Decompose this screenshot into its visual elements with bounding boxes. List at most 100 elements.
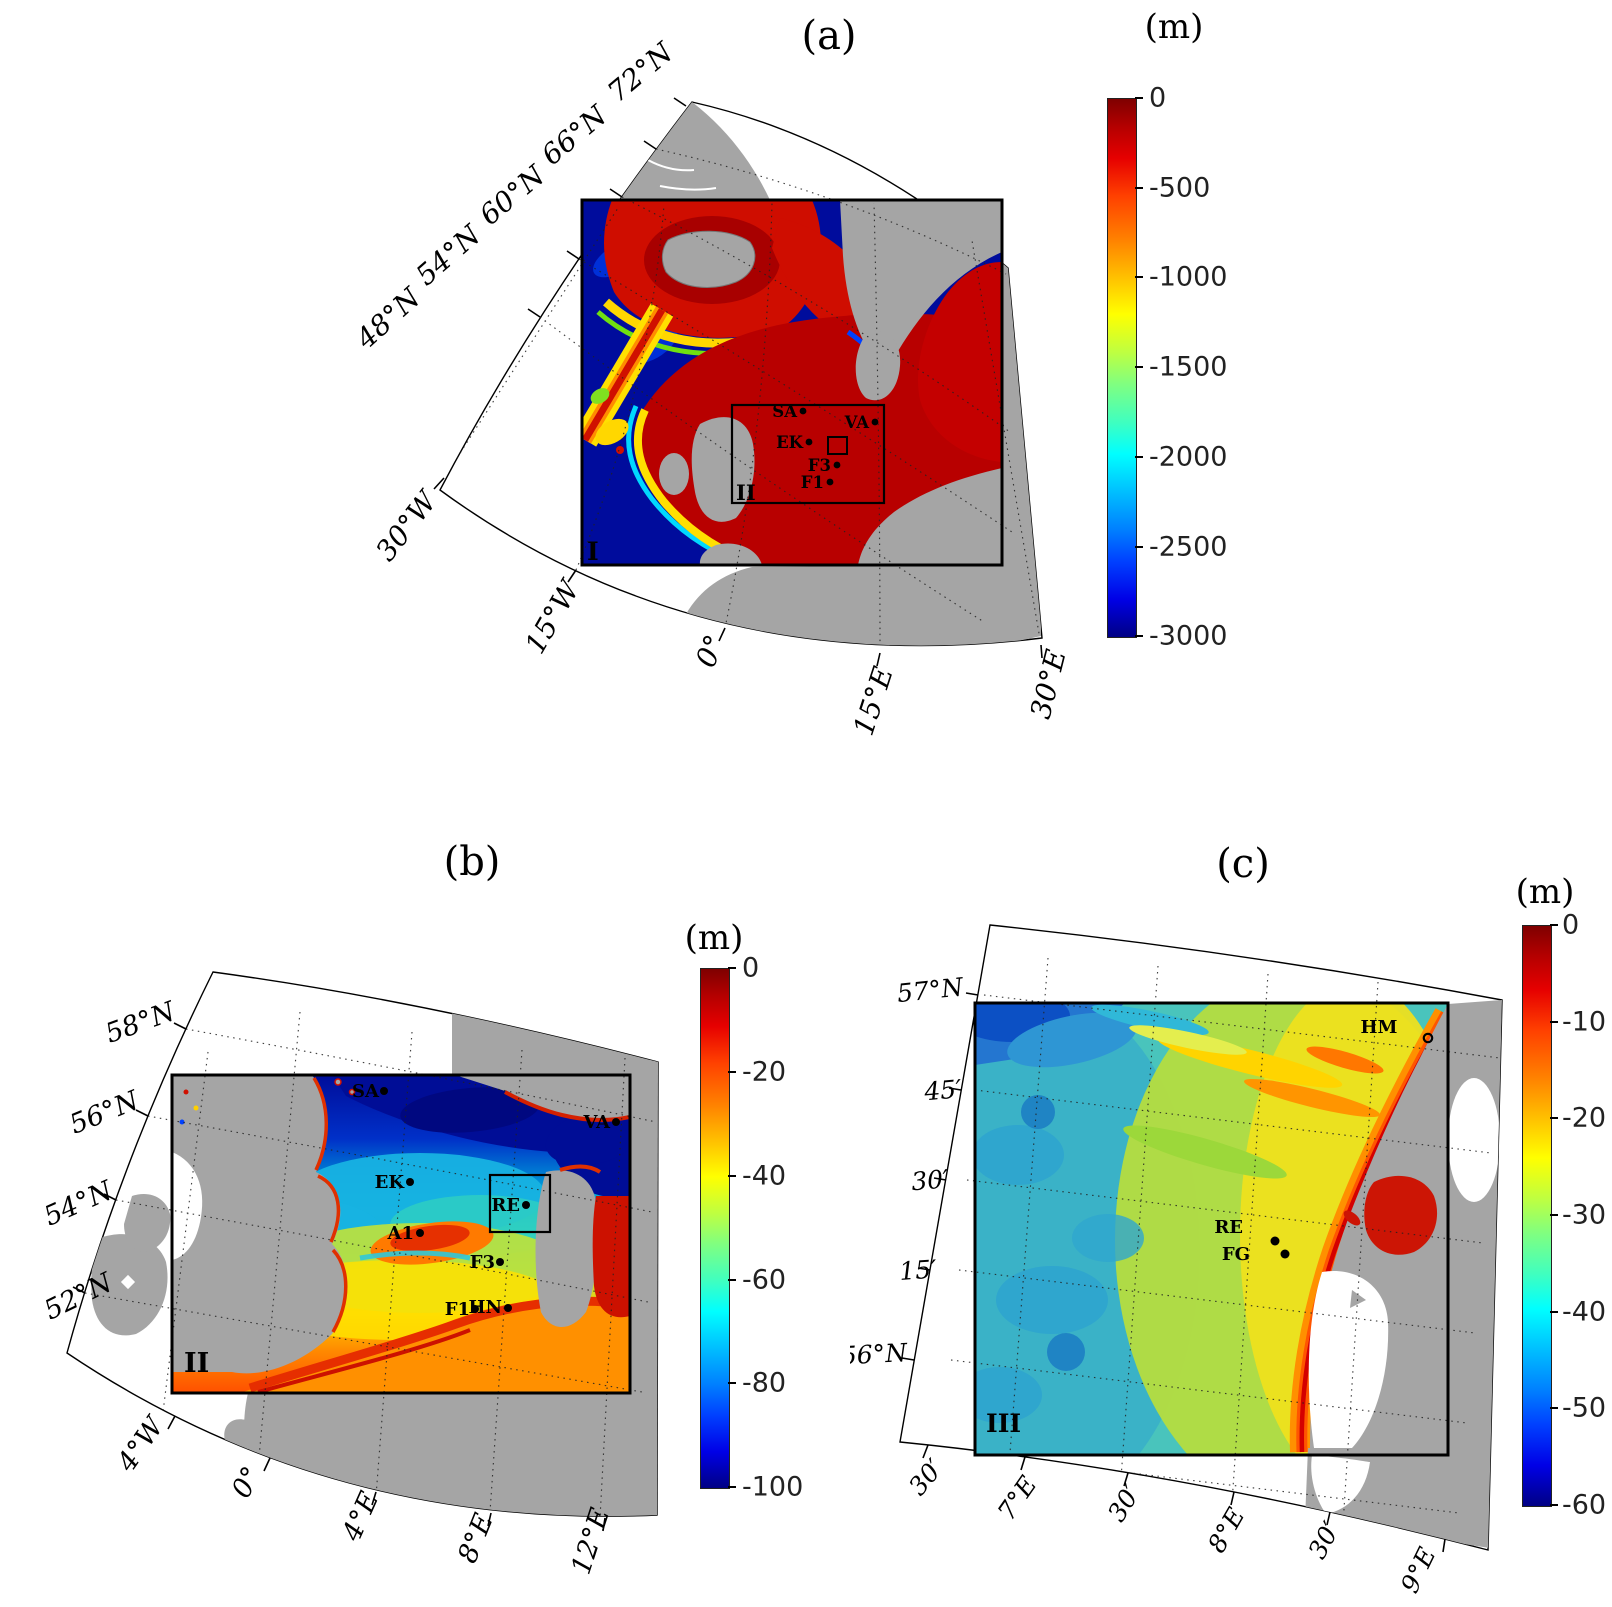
station-f3-label: F3 xyxy=(470,1252,495,1273)
land-france-a xyxy=(699,543,762,565)
graticule-c xyxy=(942,957,1501,1541)
region-box-II-in-a xyxy=(730,403,886,505)
colorbar-b-tick-label: -60 xyxy=(742,1264,787,1296)
kattegat-shallow xyxy=(592,1196,630,1318)
station-hm-marker xyxy=(1422,1032,1434,1044)
colorbar-a-tick-label: -1000 xyxy=(1149,261,1228,293)
colorbar-a-tick-label: -2000 xyxy=(1149,441,1228,473)
colorbar-c-tick-label: -20 xyxy=(1562,1102,1607,1134)
lon-label: 15°W xyxy=(518,573,587,659)
lat-label: 15′ xyxy=(898,1254,938,1286)
colorbar-b-tick-label: -100 xyxy=(742,1471,804,1503)
colorbar-c-tick-label: -50 xyxy=(1562,1392,1607,1424)
land-greenland xyxy=(612,102,770,200)
station-f3-marker xyxy=(833,461,841,469)
colorbar-a-tick-label: -1500 xyxy=(1149,351,1228,383)
land-scandinavia-a xyxy=(840,200,1002,358)
station-hn-marker xyxy=(504,1304,512,1312)
land-iceland xyxy=(661,230,756,288)
colorbar-c-unit: (m) xyxy=(1515,872,1575,912)
region-label-III: III xyxy=(986,1409,1021,1438)
colorbar-c-bar xyxy=(1522,925,1552,1507)
baltic-sea-a xyxy=(918,262,1002,462)
axis-ticks-b xyxy=(72,1022,606,1532)
station-sa-label: SA xyxy=(772,402,797,421)
colorbar-a-unit: (m) xyxy=(1144,7,1204,47)
colorbar-b-tick-label: -40 xyxy=(742,1160,787,1192)
lat-label: 66°N xyxy=(535,98,614,172)
axis-ticks-c xyxy=(901,992,1446,1553)
lon-label: 30°W xyxy=(369,483,445,567)
station-markers-c: HM RE FG xyxy=(1214,1017,1434,1265)
lon-label: 8°E xyxy=(1202,1503,1250,1558)
colorbar-c-tick-label: -40 xyxy=(1562,1296,1607,1328)
land-outside-box-c xyxy=(1305,1000,1502,1548)
lon-label: 8°E xyxy=(452,1509,500,1568)
land-east-europe-a xyxy=(686,256,1041,646)
station-hn-label: HN xyxy=(469,1297,502,1318)
station-sa-label: SA xyxy=(352,1081,380,1102)
lat-label: 56°N xyxy=(850,1338,909,1370)
colorbar-c-tick-label: -30 xyxy=(1562,1199,1607,1231)
colorbar-c: (m) 0 -10 -20 -30 -40 -50 -60 xyxy=(1516,860,1612,1560)
panel-a-title: (a) xyxy=(801,13,857,59)
lat-label: 56°N xyxy=(65,1085,144,1141)
region-box-II xyxy=(170,1073,632,1395)
station-ek-label: EK xyxy=(776,433,804,452)
station-ek-label: EK xyxy=(375,1172,406,1193)
station-a1-marker xyxy=(416,1229,424,1237)
lon-label: 30′ xyxy=(903,1453,950,1501)
lon-label: 9°E xyxy=(1395,1543,1442,1598)
bathymetry-field-b xyxy=(172,1075,630,1393)
irish-sea-gap xyxy=(172,1152,203,1260)
station-sa-marker xyxy=(799,407,807,415)
station-f1-marker xyxy=(471,1305,479,1313)
station-va-marker xyxy=(871,418,879,426)
panel-c-map: HM RE FG III 57°N 45′ 30′ 15′ 56°N 30′ 7… xyxy=(850,924,1503,1598)
station-a1-label: A1 xyxy=(387,1223,415,1244)
panel-b-title: (b) xyxy=(443,839,501,885)
land-sweden-south xyxy=(855,330,901,401)
colorbar-b-tick-label: 0 xyxy=(742,952,760,984)
colorbar-a-tick-label: -500 xyxy=(1149,172,1211,204)
colorbar-a-tick-label: -3000 xyxy=(1149,620,1228,652)
lat-label: 72°N xyxy=(601,35,680,109)
land-ireland-a xyxy=(659,453,689,495)
panel-b-map: SA VA EK RE A1 F3 F1 HN II 58°N 56°N 54°… xyxy=(39,971,659,1575)
colorbar-b-unit: (m) xyxy=(684,918,744,958)
lon-label: 0° xyxy=(226,1462,268,1504)
limfjord-red-patch xyxy=(1364,1175,1438,1255)
land-europe-a xyxy=(858,468,1002,565)
station-re-marker xyxy=(522,1201,530,1209)
bathymetry-field-c xyxy=(975,1003,1448,1455)
station-f1-label: F1 xyxy=(445,1299,470,1320)
station-f3-marker xyxy=(496,1258,504,1266)
station-sa-marker xyxy=(380,1087,388,1095)
colorbar-b-tick-label: -80 xyxy=(742,1367,787,1399)
lon-label: 7°E xyxy=(992,1471,1043,1526)
colorbar-a-bar xyxy=(1107,98,1137,638)
colorbar-a-tick-label: -2500 xyxy=(1149,531,1228,563)
land-denmark-b xyxy=(535,1170,598,1327)
station-re-label: RE xyxy=(1214,1217,1243,1238)
colorbar-c-tick-label: -60 xyxy=(1562,1489,1607,1521)
station-f1-marker xyxy=(826,478,834,486)
station-f1-label: F1 xyxy=(801,473,824,492)
land-n-ireland-b xyxy=(124,1194,171,1252)
station-va-label: VA xyxy=(582,1112,611,1133)
land-outside-box-a xyxy=(612,102,1041,646)
station-markers-b: SA VA EK RE A1 F3 F1 HN xyxy=(352,1081,620,1320)
station-va-marker xyxy=(612,1118,620,1126)
lat-label: 30′ xyxy=(910,1164,950,1196)
land-norway-b xyxy=(455,1075,630,1120)
station-fg-marker xyxy=(1280,1249,1290,1259)
colorbar-b-bar xyxy=(700,968,730,1489)
lon-label: 4°W xyxy=(111,1410,172,1478)
land-norway-above-box xyxy=(452,1000,658,1075)
land-right-strip-b xyxy=(630,1060,658,1517)
region-box-III-in-a xyxy=(827,436,848,455)
colorbar-a-tick-label: 0 xyxy=(1149,82,1167,114)
lat-label: 60°N xyxy=(473,158,552,232)
region-box-III-in-b xyxy=(488,1173,552,1234)
lon-label: 30′ xyxy=(1102,1479,1147,1526)
